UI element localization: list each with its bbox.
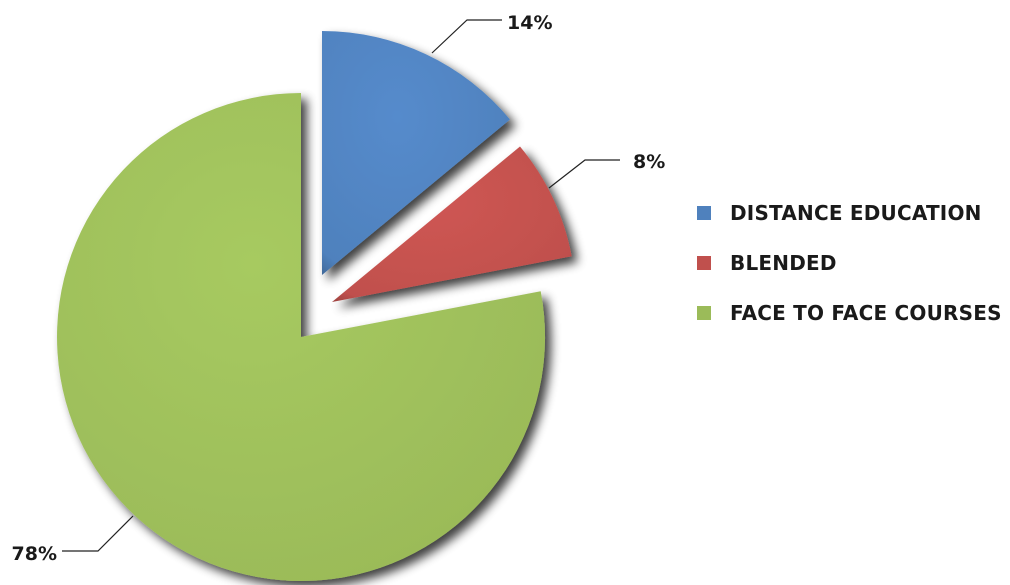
data-label-distance-education: 14%	[507, 12, 552, 34]
legend-swatch-face-to-face	[697, 306, 711, 320]
data-label-blended: 8%	[633, 151, 665, 173]
slices-layer	[57, 31, 572, 581]
legend-item-face-to-face: FACE TO FACE COURSES	[697, 300, 1002, 326]
legend-item-distance-education: DISTANCE EDUCATION	[697, 200, 1002, 226]
pie-slice-blended	[332, 146, 572, 302]
data-label-face-to-face: 78%	[12, 543, 57, 565]
leader-line-distance-education	[431, 19, 502, 54]
leader-line-blended	[548, 159, 620, 189]
leader-lines: 14% 8% 78%	[12, 12, 666, 565]
pie-slice-face-to-face	[57, 93, 546, 581]
pie-slice-distance-education	[322, 31, 510, 275]
legend-label-distance-education: DISTANCE EDUCATION	[730, 201, 982, 225]
legend-swatch-blended	[697, 256, 711, 270]
legend-swatch-distance-education	[697, 206, 711, 220]
legend-item-blended: BLENDED	[697, 250, 1002, 276]
legend-label-face-to-face: FACE TO FACE COURSES	[730, 301, 1002, 325]
legend-label-blended: BLENDED	[730, 251, 837, 275]
leader-line-face-to-face	[62, 515, 134, 552]
legend: DISTANCE EDUCATION BLENDED FACE TO FACE …	[697, 200, 1002, 350]
